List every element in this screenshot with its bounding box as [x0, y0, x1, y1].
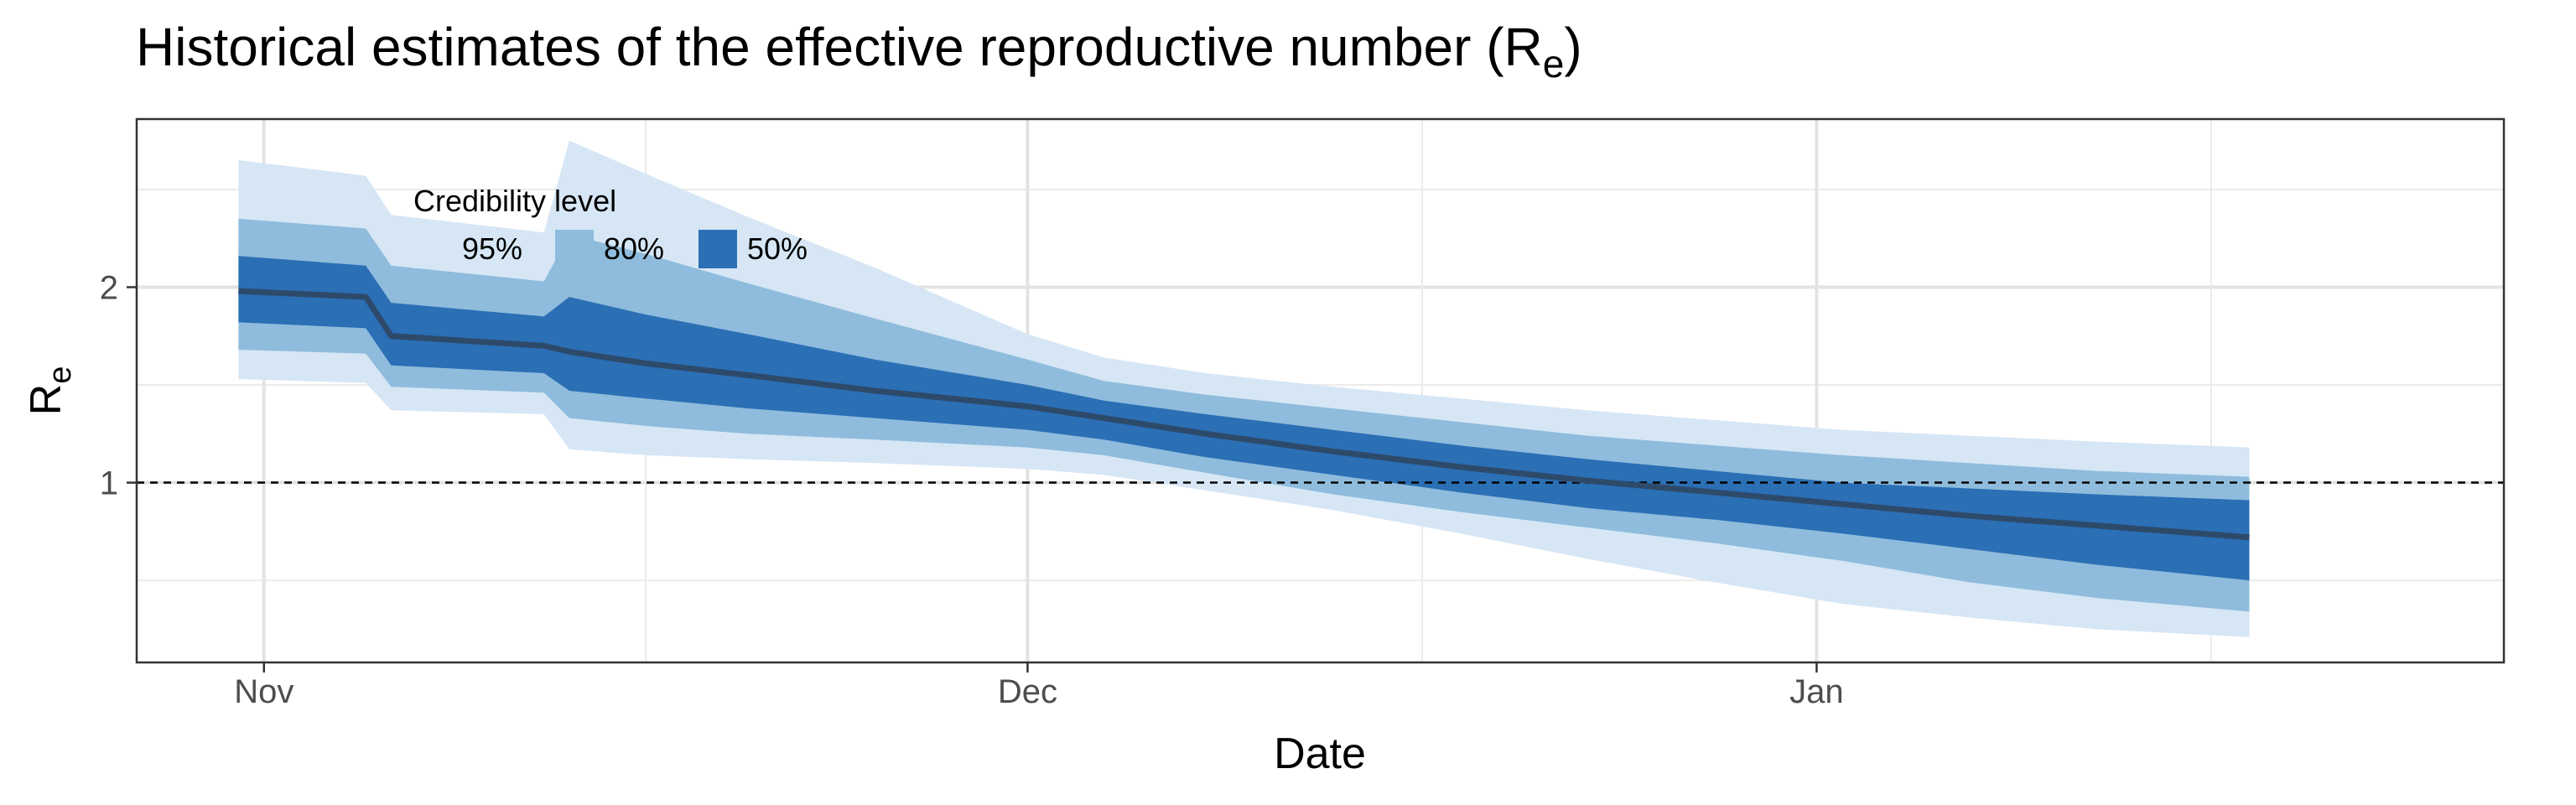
x-axis-ticks: Nov Dec Jan	[234, 662, 1844, 710]
ci50-band	[238, 256, 2250, 581]
legend: Credibility level 95% 80% 50%	[413, 184, 808, 268]
legend-label: 50%	[747, 231, 808, 266]
legend-label: 95%	[462, 231, 522, 266]
legend-key-95	[413, 230, 452, 268]
credibility-bands	[238, 140, 2250, 637]
y-axis-title-main: R	[22, 384, 70, 416]
chart-title-main: Historical estimates of the effective re…	[136, 17, 1543, 77]
median-line-group	[238, 288, 2250, 541]
median-line	[238, 288, 2250, 541]
legend-label: 80%	[604, 231, 664, 266]
y-tick-label: 1	[100, 465, 118, 502]
x-tick-label: Nov	[234, 673, 293, 710]
legend-items: 95% 80% 50%	[413, 230, 808, 268]
plot-panel-border	[135, 117, 2506, 664]
legend-key-50	[699, 230, 737, 268]
y-axis-title: Re	[22, 366, 78, 416]
legend-title: Credibility level	[413, 184, 616, 218]
legend-key-80	[555, 230, 594, 268]
y-axis-title-subscript: e	[43, 366, 78, 384]
x-tick-label: Dec	[998, 673, 1057, 710]
x-tick-label: Jan	[1789, 673, 1844, 710]
chart-title-end: )	[1564, 17, 1581, 77]
chart-title: Historical estimates of the effective re…	[136, 17, 1582, 86]
y-tick-label: 2	[100, 269, 118, 306]
chart-title-subscript: e	[1543, 42, 1565, 86]
x-axis-title: Date	[1274, 730, 1366, 778]
y-axis-ticks: 12	[100, 269, 137, 502]
